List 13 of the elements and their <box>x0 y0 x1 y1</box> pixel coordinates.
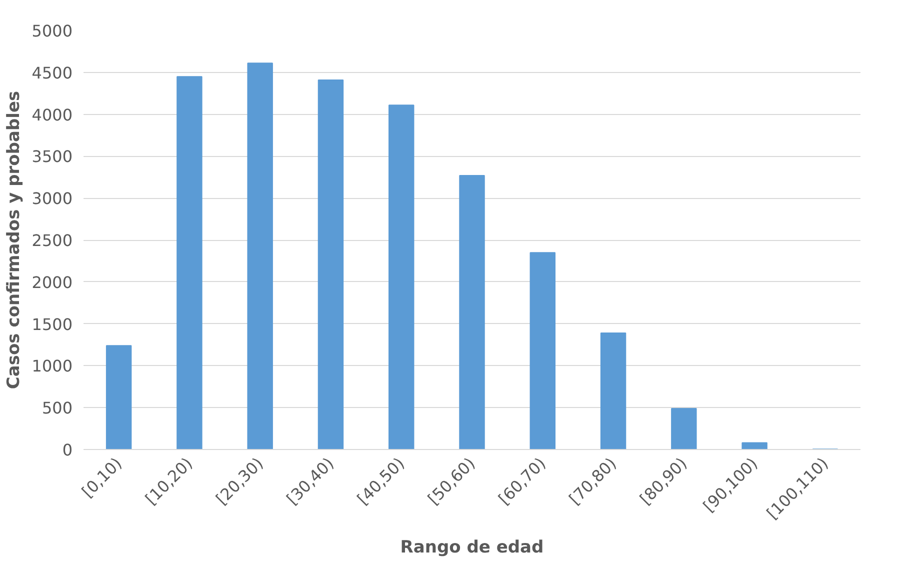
y-tick-label: 2000 <box>32 272 72 292</box>
y-tick-label: 1500 <box>32 314 72 334</box>
y-tick-label: 4500 <box>32 63 72 82</box>
y-tick-label: 3000 <box>32 189 72 208</box>
y-tick-label: 500 <box>42 398 73 418</box>
y-tick-label: 4000 <box>32 105 72 124</box>
y-tick-label: 5000 <box>32 22 72 40</box>
y-tick-label: 2500 <box>32 231 72 250</box>
y-tick-label: 3500 <box>32 147 72 166</box>
y-tick-label: 1000 <box>32 356 72 376</box>
y-tick-label: 0 <box>62 440 73 460</box>
x-axis-title: Rango de edad <box>400 538 544 558</box>
y-axis-title: Casos confirmados y probables <box>4 90 24 390</box>
